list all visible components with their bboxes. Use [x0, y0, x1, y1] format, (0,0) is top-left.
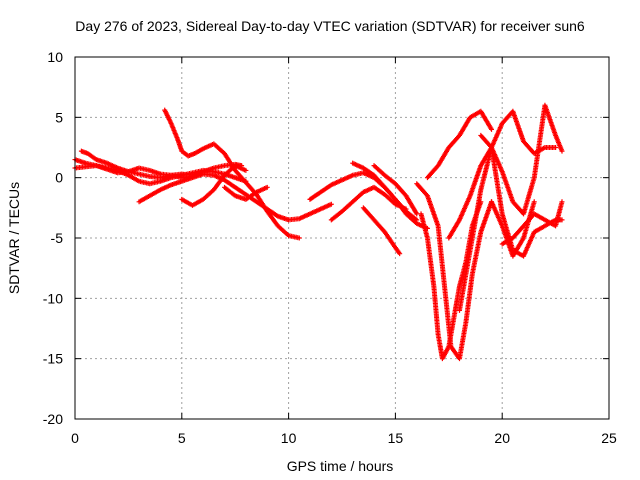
series-track-11 [360, 205, 403, 257]
data-point [328, 201, 334, 207]
data-point [397, 251, 403, 257]
ticks: 0 5 10 15 20 25 10 5 0 -5 -10 -15 -20 [43, 49, 617, 446]
data-point [489, 126, 495, 132]
y-tick-label: 5 [55, 109, 63, 125]
data-point [531, 199, 537, 205]
data-point [559, 217, 565, 223]
series-track-12 [371, 163, 420, 217]
y-tick-label: -15 [43, 351, 63, 367]
y-tick-label: -10 [43, 290, 63, 306]
series-track-4 [162, 107, 302, 241]
y-tick-label: 0 [55, 170, 63, 186]
series-track-8 [307, 170, 420, 223]
data-point [553, 145, 559, 150]
grid [75, 57, 609, 419]
data-point [559, 148, 565, 154]
series-track-3 [72, 163, 195, 181]
series-track-20 [489, 199, 537, 259]
x-axis-label: GPS time / hours [287, 458, 394, 474]
series-track-9 [328, 184, 409, 223]
series-track-14 [414, 181, 495, 362]
data-layer [72, 102, 565, 362]
data-point [264, 184, 270, 190]
x-tick-label: 15 [388, 430, 404, 446]
y-tick-label: 10 [47, 49, 63, 65]
y-tick-label: -5 [51, 230, 64, 246]
series-track-7 [222, 184, 270, 202]
data-point [414, 211, 420, 217]
y-axis-label: SDTVAR / TECUs [6, 182, 22, 294]
data-point [559, 199, 565, 205]
series-track-5 [136, 171, 334, 223]
chart-title: Day 276 of 2023, Sidereal Day-to-day VTE… [75, 18, 585, 34]
series-track-18 [424, 108, 495, 181]
y-tick-label: -20 [43, 411, 63, 427]
x-tick-label: 25 [601, 430, 617, 446]
x-tick-label: 5 [178, 430, 186, 446]
series-track-19 [499, 199, 565, 247]
data-point [243, 167, 249, 173]
x-tick-label: 0 [71, 430, 79, 446]
data-point [296, 235, 302, 241]
x-tick-label: 10 [281, 430, 297, 446]
series-track-17 [478, 102, 565, 217]
series-track-6 [179, 163, 249, 208]
x-tick-label: 20 [494, 430, 510, 446]
